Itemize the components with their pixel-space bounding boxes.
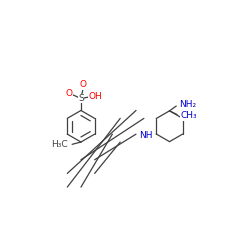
- Text: NH: NH: [139, 131, 153, 140]
- Text: CH₃: CH₃: [180, 111, 197, 120]
- Text: S: S: [78, 94, 84, 103]
- Text: O: O: [80, 80, 87, 89]
- Text: H₃C: H₃C: [51, 140, 67, 149]
- Text: O: O: [66, 89, 72, 98]
- Text: NH₂: NH₂: [180, 100, 197, 109]
- Text: OH: OH: [89, 92, 103, 101]
